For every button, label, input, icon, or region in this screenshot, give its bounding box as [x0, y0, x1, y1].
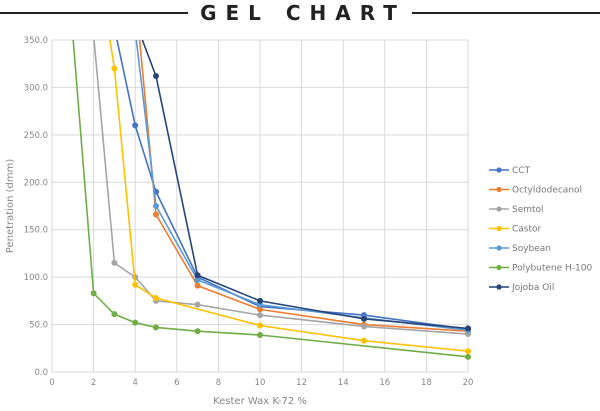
chart-title: GEL CHART	[188, 1, 412, 25]
data-point	[153, 211, 159, 218]
y-tick-label: 50.0	[29, 321, 48, 331]
x-tick-label: 2	[91, 378, 96, 388]
data-point	[361, 323, 367, 330]
legend-label: Soybean	[512, 244, 551, 254]
legend-swatch-marker	[496, 245, 502, 251]
x-tick-label: 4	[132, 378, 137, 388]
data-point	[465, 325, 471, 332]
data-point	[465, 348, 471, 355]
data-point	[153, 73, 159, 80]
data-point	[132, 122, 139, 129]
x-tick-label: 6	[174, 378, 179, 388]
x-axis-label: Kester Wax K-72 %	[213, 396, 307, 407]
data-point	[90, 290, 97, 297]
data-point	[132, 18, 138, 24]
series-lines	[70, 18, 471, 360]
legend-swatch-marker	[496, 264, 502, 271]
y-tick-label: 300.0	[24, 83, 48, 93]
series-line	[116, 40, 469, 331]
data-point	[257, 297, 263, 304]
series-line	[72, 40, 469, 358]
y-tick-label: 250.0	[24, 131, 48, 141]
x-tick-label: 16	[379, 378, 390, 388]
data-point	[194, 301, 201, 308]
data-point	[194, 272, 201, 279]
series-castor	[109, 40, 471, 355]
series-line	[93, 40, 469, 335]
y-tick-label: 350.0	[24, 36, 48, 46]
x-tick-label: 12	[296, 378, 307, 388]
data-point	[194, 276, 201, 283]
legend-label: Jojoba Oil	[511, 283, 554, 293]
y-tick-label: 150.0	[24, 226, 48, 236]
x-tick-label: 8	[216, 378, 221, 388]
data-point	[194, 282, 201, 289]
x-tick-label: 10	[255, 378, 266, 388]
data-point	[194, 328, 201, 335]
series-line	[109, 40, 469, 352]
data-point	[153, 203, 159, 209]
data-point	[153, 295, 159, 302]
tick-labels: 0 2 4 6 8 10 12 14 16 18 200.050.0100.0150.0200.02…	[24, 36, 474, 388]
y-tick-label: 0.0	[34, 368, 48, 378]
y-axis-label: Penetration (dmm)	[5, 159, 16, 254]
data-point	[132, 28, 138, 34]
data-point	[132, 319, 139, 326]
data-point	[153, 324, 159, 331]
data-point	[257, 332, 263, 339]
series-semtol	[91, 32, 471, 338]
legend-label: CCT	[512, 166, 531, 176]
x-tick-label: 20	[463, 378, 474, 388]
y-tick-label: 100.0	[24, 273, 48, 283]
legend-label: Polybutene H-100	[512, 264, 592, 274]
data-point	[111, 259, 118, 266]
legend-label: Octyldodecanol	[512, 186, 582, 196]
title-rule-right	[405, 12, 600, 14]
chart-title-wrap: GEL CHART	[0, 0, 600, 26]
legend-swatch-marker	[496, 284, 502, 290]
data-point	[257, 306, 263, 313]
y-tick-label: 200.0	[24, 178, 48, 188]
legend-label: Castor	[512, 225, 542, 235]
data-point	[91, 32, 97, 38]
data-point	[465, 353, 471, 360]
legend-swatch-marker	[496, 206, 502, 212]
legend: CCT Octyldodecanol Semtol Castor Soybean Poly…	[489, 166, 592, 293]
title-rule-left	[0, 12, 195, 14]
legend-swatch-marker	[496, 225, 502, 232]
legend-swatch-marker	[496, 167, 502, 173]
data-point	[257, 312, 263, 319]
data-point	[361, 337, 367, 344]
data-point	[361, 315, 367, 322]
data-point	[111, 25, 117, 31]
x-tick-label: 14	[338, 378, 349, 388]
legend-swatch-marker	[496, 186, 502, 193]
data-point	[111, 311, 118, 318]
series-cct	[111, 25, 471, 333]
x-tick-label: 18	[421, 378, 432, 388]
data-point	[70, 32, 76, 38]
x-tick-label: 0	[49, 378, 54, 388]
legend-label: Semtol	[512, 205, 544, 215]
data-point	[132, 281, 139, 288]
series-polybutene-h-100	[70, 32, 471, 360]
data-point	[111, 65, 118, 72]
series-jojoba-oil	[132, 18, 471, 332]
series-line	[141, 40, 469, 330]
data-point	[257, 322, 263, 329]
title-row: GEL CHART	[0, 0, 600, 26]
